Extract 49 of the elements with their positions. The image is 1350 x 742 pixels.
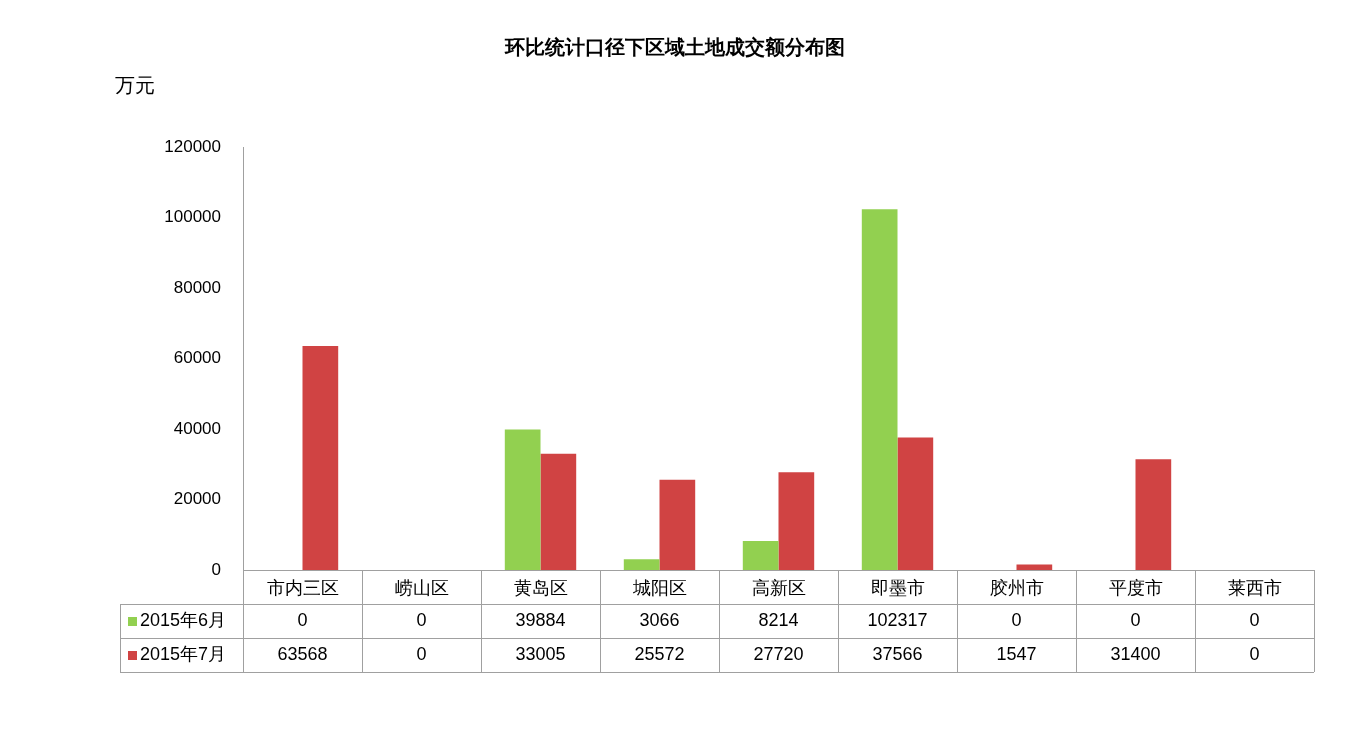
- x-tick-label: 平度市: [1108, 577, 1163, 598]
- x-tick-label: 莱西市: [1227, 577, 1282, 598]
- x-tick-label: 高新区: [751, 577, 806, 598]
- bar: [504, 429, 541, 570]
- y-axis-title: 万元: [115, 73, 155, 96]
- data-label: 25572: [634, 643, 685, 664]
- bar: [1016, 564, 1053, 570]
- x-tick-label: 胶州市: [989, 577, 1044, 598]
- data-label: 8214: [758, 609, 799, 630]
- data-label: 39884: [515, 609, 566, 630]
- x-tick-label: 崂山区: [394, 577, 449, 598]
- data-label: 0: [1130, 609, 1141, 630]
- y-tick-label: 20000: [173, 489, 221, 509]
- data-label: 37566: [872, 643, 923, 664]
- x-tick-label: 即墨市: [870, 577, 925, 598]
- bar: [302, 345, 339, 570]
- data-label: 0: [1011, 609, 1022, 630]
- data-label: 102317: [867, 609, 928, 630]
- bar: [742, 541, 779, 570]
- y-tick-label: 40000: [173, 418, 221, 438]
- data-label: 0: [416, 643, 427, 664]
- data-label: 3066: [639, 609, 680, 630]
- y-tick-label: 80000: [173, 277, 221, 297]
- data-label: 0: [297, 609, 308, 630]
- y-tick-label: 120000: [164, 136, 221, 156]
- bar: [1135, 459, 1172, 570]
- data-label: 31400: [1110, 643, 1161, 664]
- x-tick-label: 市内三区: [266, 577, 339, 598]
- chart-title: 环比统计口径下区域土地成交额分布图: [504, 35, 845, 58]
- legend-label: 2015年7月: [140, 643, 227, 664]
- legend-label: 2015年6月: [140, 609, 227, 630]
- y-tick-label: 0: [211, 559, 221, 579]
- data-label: 0: [1249, 643, 1260, 664]
- data-label: 27720: [753, 643, 804, 664]
- bar: [897, 437, 934, 570]
- y-tick-label: 100000: [164, 207, 221, 227]
- y-tick-label: 60000: [173, 348, 221, 368]
- data-label: 0: [416, 609, 427, 630]
- data-label: 33005: [515, 643, 566, 664]
- bar: [778, 472, 815, 570]
- bar: [540, 453, 577, 570]
- bar: [861, 209, 898, 570]
- bar: [659, 479, 696, 570]
- x-tick-label: 城阳区: [631, 577, 687, 598]
- x-tick-label: 黄岛区: [513, 577, 568, 598]
- bar: [623, 559, 660, 570]
- data-label: 1547: [996, 643, 1037, 664]
- data-label: 0: [1249, 609, 1260, 630]
- data-label: 63568: [277, 643, 328, 664]
